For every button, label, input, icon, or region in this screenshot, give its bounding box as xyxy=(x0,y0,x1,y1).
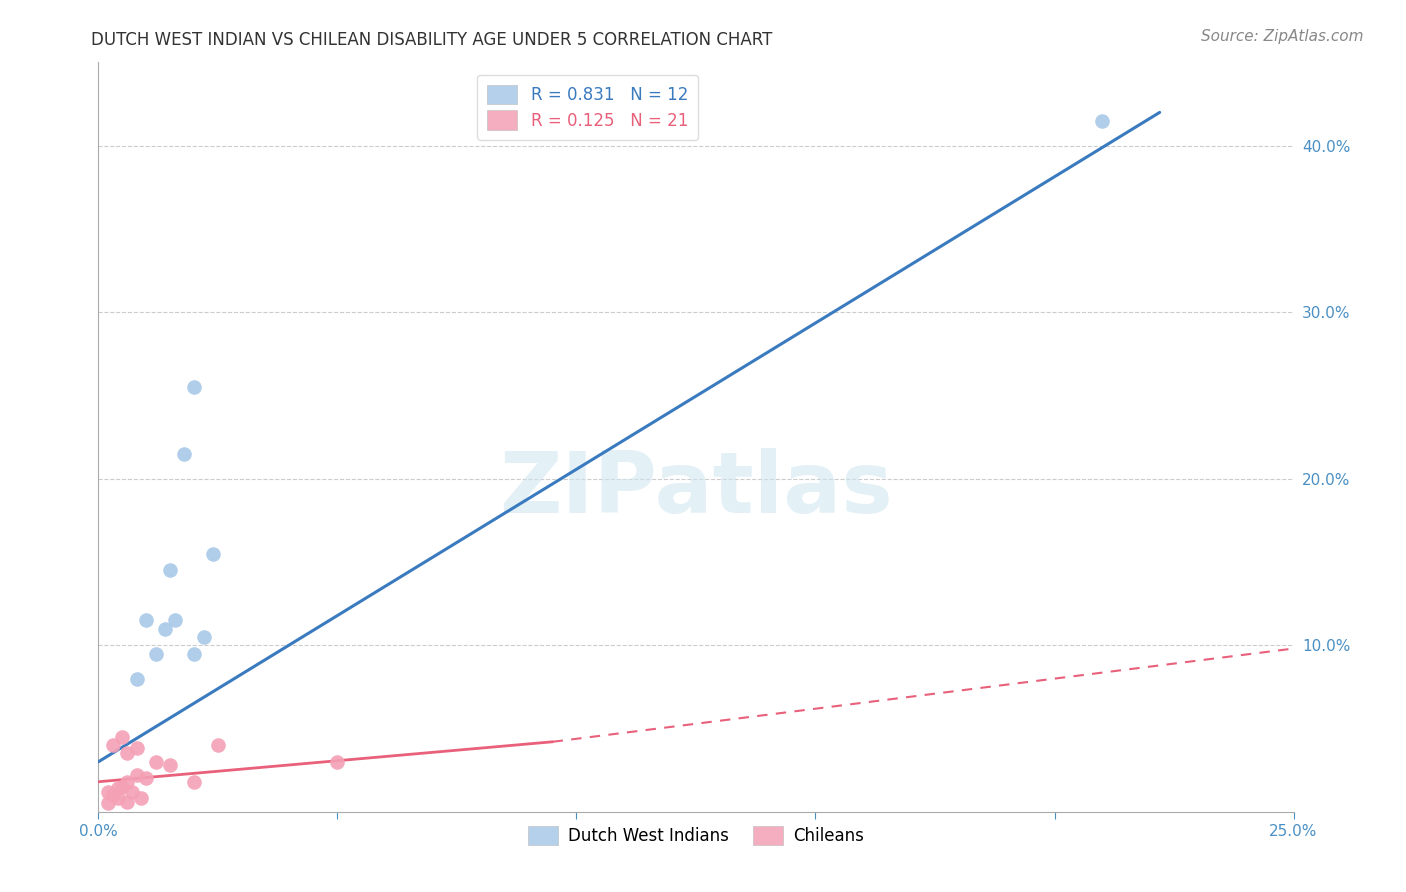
Point xyxy=(1091,113,1114,128)
Point xyxy=(135,772,157,786)
Point xyxy=(97,785,120,799)
Point xyxy=(115,774,138,789)
Point xyxy=(145,647,167,661)
Point xyxy=(159,563,181,577)
Text: DUTCH WEST INDIAN VS CHILEAN DISABILITY AGE UNDER 5 CORRELATION CHART: DUTCH WEST INDIAN VS CHILEAN DISABILITY … xyxy=(91,31,773,49)
Point xyxy=(111,780,134,794)
Point xyxy=(159,758,181,772)
Point xyxy=(111,730,134,744)
Point xyxy=(125,741,148,756)
Point xyxy=(183,380,205,394)
Point xyxy=(207,738,229,752)
Point xyxy=(125,768,148,782)
Text: Source: ZipAtlas.com: Source: ZipAtlas.com xyxy=(1201,29,1364,44)
Point xyxy=(183,647,205,661)
Point xyxy=(115,795,138,809)
Point xyxy=(163,613,186,627)
Point xyxy=(155,622,177,636)
Point xyxy=(202,547,225,561)
Point xyxy=(101,788,124,802)
Point xyxy=(115,747,138,761)
Point xyxy=(101,738,124,752)
Point xyxy=(131,791,153,805)
Point xyxy=(145,755,167,769)
Legend: Dutch West Indians, Chileans: Dutch West Indians, Chileans xyxy=(522,820,870,852)
Point xyxy=(97,797,120,811)
Point xyxy=(107,781,129,796)
Point xyxy=(326,755,349,769)
Point xyxy=(107,791,129,805)
Point xyxy=(125,672,148,686)
Text: ZIPatlas: ZIPatlas xyxy=(499,448,893,531)
Point xyxy=(183,774,205,789)
Point xyxy=(121,785,143,799)
Point xyxy=(193,630,215,644)
Point xyxy=(173,447,195,461)
Point xyxy=(135,613,157,627)
